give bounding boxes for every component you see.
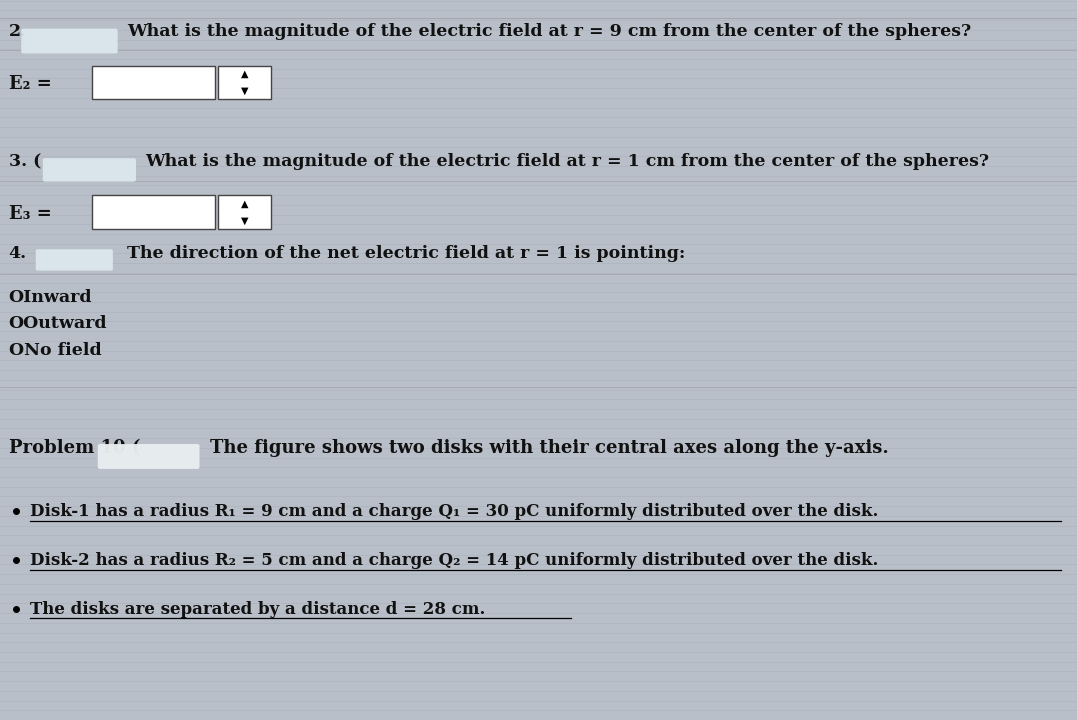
Text: What is the magnitude of the electric field at r = 1 cm from the center of the s: What is the magnitude of the electric fi… xyxy=(145,153,990,171)
Text: OOutward: OOutward xyxy=(9,315,107,333)
Text: The direction of the net electric field at r = 1 is pointing:: The direction of the net electric field … xyxy=(127,245,685,262)
Text: What is the magnitude of the electric field at r = 9 cm from the center of the s: What is the magnitude of the electric fi… xyxy=(127,23,971,40)
Text: ONo field: ONo field xyxy=(9,342,101,359)
Text: ▼: ▼ xyxy=(241,216,248,225)
Text: The figure shows two disks with their central axes along the y-axis.: The figure shows two disks with their ce… xyxy=(210,438,889,456)
Text: 3. (: 3. ( xyxy=(9,153,41,171)
Text: E₂ =: E₂ = xyxy=(9,75,52,93)
FancyBboxPatch shape xyxy=(98,444,199,469)
FancyBboxPatch shape xyxy=(218,66,271,99)
Text: 2.: 2. xyxy=(9,23,27,40)
FancyBboxPatch shape xyxy=(36,249,113,271)
Text: OInward: OInward xyxy=(9,289,93,306)
Text: The disks are separated by a distance d = 28 cm.: The disks are separated by a distance d … xyxy=(30,600,486,618)
Text: Disk-1 has a radius R₁ = 9 cm and a charge Q₁ = 30 pC uniformly distributed over: Disk-1 has a radius R₁ = 9 cm and a char… xyxy=(30,503,879,520)
Text: Disk-2 has a radius R₂ = 5 cm and a charge Q₂ = 14 pC uniformly distributed over: Disk-2 has a radius R₂ = 5 cm and a char… xyxy=(30,552,879,569)
FancyBboxPatch shape xyxy=(22,29,117,53)
FancyBboxPatch shape xyxy=(43,158,136,181)
FancyBboxPatch shape xyxy=(92,195,215,229)
Text: Problem 10 (: Problem 10 ( xyxy=(9,438,140,456)
Text: ▲: ▲ xyxy=(241,199,248,208)
Text: ▲: ▲ xyxy=(241,69,248,78)
FancyBboxPatch shape xyxy=(218,195,271,229)
Text: 4.: 4. xyxy=(9,245,27,262)
FancyBboxPatch shape xyxy=(92,66,215,99)
Text: ▼: ▼ xyxy=(241,86,248,96)
Text: E₃ =: E₃ = xyxy=(9,204,52,223)
